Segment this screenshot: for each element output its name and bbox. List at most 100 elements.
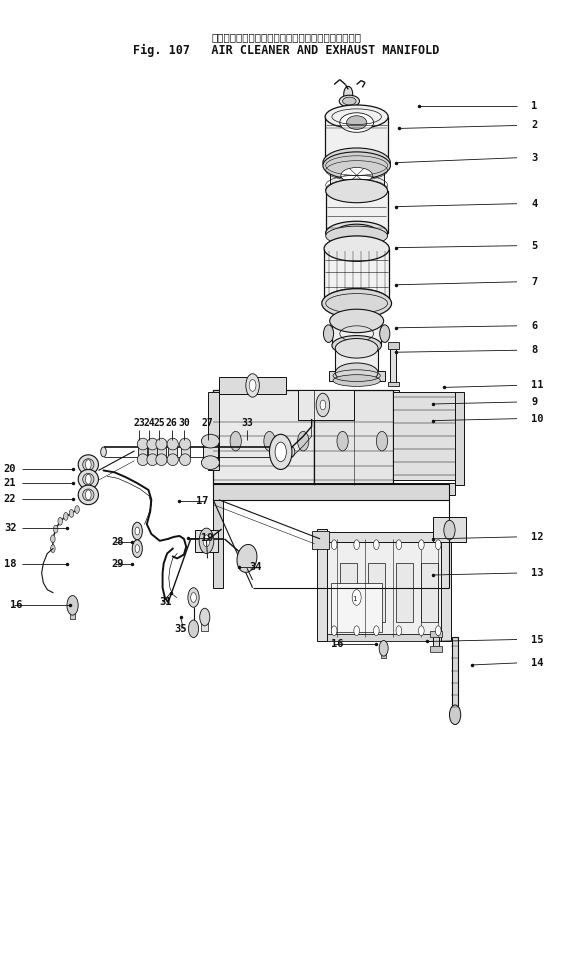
Circle shape (135, 527, 139, 535)
Bar (432, 517, 467, 542)
Bar (390, 347, 396, 384)
Bar (387, 342, 399, 349)
Circle shape (320, 400, 325, 410)
Circle shape (199, 528, 214, 554)
Bar (208, 392, 219, 470)
Ellipse shape (201, 434, 220, 448)
Ellipse shape (324, 236, 389, 262)
Circle shape (396, 540, 402, 550)
Bar (201, 616, 208, 631)
Ellipse shape (289, 447, 295, 457)
Circle shape (352, 590, 361, 606)
Circle shape (69, 510, 74, 517)
Ellipse shape (323, 152, 390, 179)
Ellipse shape (347, 116, 367, 129)
Ellipse shape (179, 438, 191, 450)
Bar (325, 532, 444, 542)
Bar (203, 443, 218, 461)
Circle shape (337, 431, 348, 451)
Circle shape (188, 588, 199, 608)
Circle shape (379, 641, 388, 657)
Ellipse shape (147, 454, 158, 465)
Circle shape (419, 626, 424, 636)
Circle shape (264, 431, 275, 451)
Ellipse shape (325, 226, 387, 246)
Ellipse shape (329, 310, 384, 332)
Text: 20: 20 (4, 464, 17, 473)
Text: 21: 21 (4, 478, 17, 488)
Bar (138, 447, 147, 457)
Text: 16: 16 (331, 639, 343, 650)
Circle shape (373, 540, 379, 550)
Circle shape (354, 626, 360, 636)
Bar (328, 370, 385, 380)
Text: 35: 35 (174, 623, 187, 634)
Text: 4: 4 (531, 199, 537, 209)
Bar (195, 530, 218, 552)
Ellipse shape (339, 95, 360, 107)
Text: 5: 5 (531, 241, 537, 251)
Circle shape (246, 373, 259, 397)
Bar (340, 564, 357, 622)
Ellipse shape (270, 434, 292, 469)
Ellipse shape (322, 289, 391, 318)
Ellipse shape (335, 338, 378, 358)
Ellipse shape (343, 240, 371, 256)
Text: 9: 9 (531, 397, 537, 407)
Circle shape (298, 431, 309, 451)
Text: 14: 14 (531, 658, 543, 668)
Text: 1: 1 (352, 597, 357, 603)
Text: 23: 23 (133, 418, 145, 428)
Circle shape (435, 626, 441, 636)
Circle shape (376, 431, 387, 451)
Ellipse shape (335, 363, 378, 382)
Circle shape (331, 626, 337, 636)
Circle shape (396, 626, 402, 636)
Text: 6: 6 (531, 320, 537, 331)
Text: 8: 8 (531, 345, 537, 356)
Ellipse shape (324, 289, 389, 315)
Ellipse shape (167, 454, 178, 465)
Circle shape (435, 540, 441, 550)
Text: 3: 3 (531, 153, 537, 163)
Bar (213, 390, 315, 485)
Ellipse shape (179, 454, 191, 465)
Ellipse shape (78, 455, 98, 474)
Ellipse shape (137, 438, 149, 450)
Circle shape (51, 535, 55, 543)
Text: 15: 15 (531, 634, 543, 645)
Circle shape (53, 525, 58, 533)
Circle shape (191, 593, 196, 603)
Ellipse shape (201, 456, 220, 469)
Ellipse shape (323, 148, 390, 177)
Ellipse shape (325, 105, 388, 128)
Text: 31: 31 (159, 598, 172, 608)
Ellipse shape (329, 179, 384, 199)
Text: 29: 29 (112, 560, 124, 569)
Ellipse shape (343, 97, 356, 105)
Circle shape (75, 506, 79, 514)
Bar (148, 447, 157, 457)
Bar (430, 631, 442, 637)
Ellipse shape (156, 454, 167, 465)
Circle shape (316, 393, 329, 416)
Text: 13: 13 (531, 568, 543, 578)
Text: 17: 17 (196, 496, 208, 506)
Bar (329, 166, 384, 189)
Bar (219, 376, 286, 394)
Circle shape (203, 535, 210, 547)
Bar (368, 564, 385, 622)
Bar (332, 320, 381, 345)
Bar (318, 529, 327, 642)
Text: 12: 12 (531, 532, 543, 542)
Bar (430, 647, 442, 653)
Ellipse shape (147, 438, 158, 450)
Circle shape (275, 442, 286, 462)
Bar (213, 500, 224, 588)
Circle shape (135, 545, 139, 553)
Polygon shape (219, 390, 399, 396)
Circle shape (450, 705, 461, 724)
Circle shape (85, 490, 91, 500)
Circle shape (132, 522, 142, 540)
Bar (393, 392, 455, 480)
